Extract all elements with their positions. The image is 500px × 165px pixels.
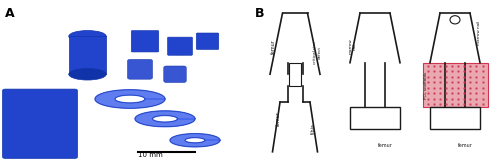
Ellipse shape bbox=[69, 31, 106, 42]
Text: PCL scaffolds: PCL scaffolds bbox=[424, 72, 428, 99]
Polygon shape bbox=[170, 134, 220, 147]
Text: marrow
nail: marrow nail bbox=[348, 38, 357, 54]
FancyBboxPatch shape bbox=[164, 66, 186, 82]
Text: femur: femur bbox=[378, 143, 392, 148]
FancyBboxPatch shape bbox=[128, 59, 152, 79]
FancyBboxPatch shape bbox=[196, 33, 218, 50]
Text: tibia: tibia bbox=[311, 123, 316, 134]
Bar bbox=[289, 63, 301, 86]
Polygon shape bbox=[95, 90, 165, 108]
Bar bbox=[430, 107, 480, 129]
FancyBboxPatch shape bbox=[2, 89, 78, 158]
Text: femur: femur bbox=[458, 143, 472, 148]
Text: femur: femur bbox=[276, 111, 281, 126]
Ellipse shape bbox=[450, 16, 460, 24]
Polygon shape bbox=[135, 111, 195, 127]
FancyBboxPatch shape bbox=[168, 37, 192, 55]
Bar bbox=[69, 36, 106, 74]
Text: critical size
defect: critical size defect bbox=[313, 41, 322, 64]
Bar bbox=[422, 63, 488, 107]
FancyBboxPatch shape bbox=[131, 31, 158, 52]
Text: 10 mm: 10 mm bbox=[138, 152, 162, 158]
Ellipse shape bbox=[69, 68, 106, 80]
Text: A: A bbox=[5, 7, 15, 20]
Text: B: B bbox=[255, 7, 264, 20]
Text: femur: femur bbox=[271, 39, 276, 54]
Text: marrow nail: marrow nail bbox=[477, 21, 481, 45]
Bar bbox=[350, 107, 400, 129]
